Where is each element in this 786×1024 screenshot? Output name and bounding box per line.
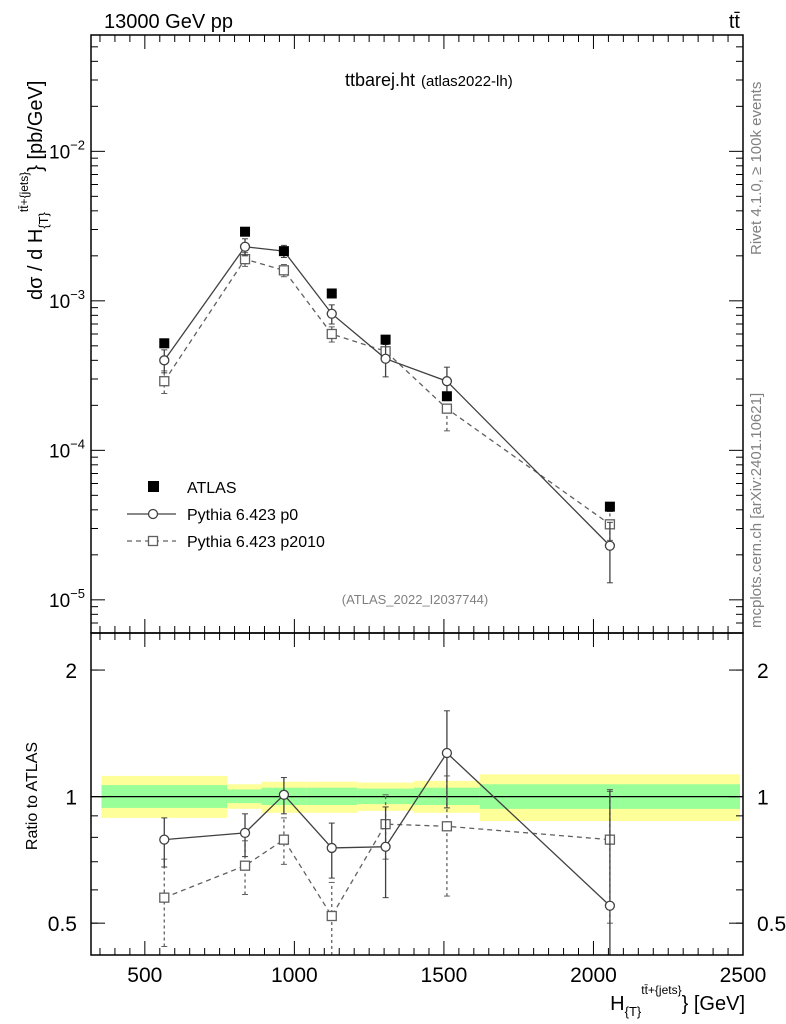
main-panel-series (159, 226, 616, 584)
ratio-p0-point (278, 789, 290, 800)
process-header: tt̄ (729, 11, 741, 33)
ratio-p0-point (604, 900, 616, 911)
ratio-y-tick-label-right: 0.5 (757, 913, 786, 936)
main-p2010-point (326, 328, 337, 340)
ratio-y-tick-label: 2 (65, 660, 77, 683)
ratio-y-axis-label: Ratio to ATLAS (24, 742, 41, 850)
plot-title: ttbarej.ht (345, 70, 415, 90)
main-atlas-point (604, 501, 615, 512)
ratio-y-tick-label-right: 1 (757, 787, 769, 810)
analysis-watermark: (ATLAS_2022_I2037744) (342, 592, 488, 607)
ratio-frame (90, 632, 744, 956)
main-p0-point (159, 355, 170, 366)
ratio-p2010-line (164, 823, 610, 918)
energy-header: 13000 GeV pp (104, 11, 233, 33)
main-p2010-point (278, 265, 290, 276)
main-p2010-point (159, 376, 170, 387)
ratio-p2010-point (239, 860, 251, 871)
main-p0-point (326, 308, 337, 319)
ratio-y-tick-label: 1 (65, 787, 77, 810)
legend-label: Pythia 6.423 p2010 (187, 534, 325, 551)
ratio-p0-point (326, 842, 337, 854)
main-atlas-point (380, 334, 391, 345)
ratio-p0-point (441, 747, 453, 759)
main-atlas-point (441, 391, 452, 402)
main-atlas-point (159, 338, 170, 349)
ratio-y-tick-label-right: 2 (757, 660, 769, 683)
main-p0-point (380, 353, 391, 364)
plot-subtitle: (atlas2022-lh) (421, 73, 513, 90)
ratio-panel-series (159, 710, 616, 955)
legend: ATLAS Pythia 6.423 p0 Pythia 6.423 p2010 (127, 480, 325, 551)
legend-p0-marker (147, 508, 159, 520)
main-p2010-point (441, 403, 453, 414)
main-y-tick-label: 10−2 (49, 137, 85, 163)
main-atlas-point (278, 246, 289, 257)
main-p0-point (239, 241, 251, 252)
x-axis-label: H{T}tt̄+{jets}} [GeV] (610, 983, 745, 1019)
ratio-x-tick-label: 500 (127, 964, 162, 987)
main-p0-point (441, 376, 453, 387)
ratio-panel-axes: 0.5 0.51 12 2500 1000 1500 2000 2500 (48, 632, 786, 987)
ratio-y-tick-label: 0.5 (48, 913, 77, 936)
ratio-p2010-point (441, 821, 453, 832)
main-atlas-point (326, 288, 337, 299)
main-p0-line (163, 246, 611, 547)
ratio-p2010-point (278, 834, 290, 845)
main-atlas-point (240, 226, 251, 237)
ratio-x-tick-label: 2000 (570, 964, 617, 987)
main-y-tick-label: 10−3 (49, 287, 85, 313)
legend-label: ATLAS (187, 480, 237, 497)
rivet-version-label: Rivet 4.1.0, ≥ 100k events (748, 82, 765, 255)
main-y-tick-label: 10−5 (49, 586, 85, 612)
ratio-p0-point (380, 841, 391, 852)
ratio-p0-point (239, 827, 251, 838)
ratio-p2010-point (326, 910, 337, 922)
ratio-x-tick-label: 2500 (720, 964, 767, 987)
main-y-axis-label: dσ / d H{T}tt̄+{jets}} [pb/GeV] (17, 81, 51, 300)
main-y-tick-label: 10−4 (49, 436, 85, 462)
legend-label: Pythia 6.423 p0 (187, 507, 298, 524)
ratio-x-tick-label: 1000 (271, 964, 318, 987)
ratio-p2010-point (159, 892, 170, 903)
legend-atlas-marker (148, 481, 159, 492)
mcplots-label: mcplots.cern.ch [arXiv:2401.10621] (748, 393, 765, 628)
ratio-x-tick-label: 1500 (421, 964, 468, 987)
ratio-p0-point (159, 834, 170, 845)
main-p0-point (604, 540, 616, 551)
legend-p2010-marker (147, 535, 159, 547)
